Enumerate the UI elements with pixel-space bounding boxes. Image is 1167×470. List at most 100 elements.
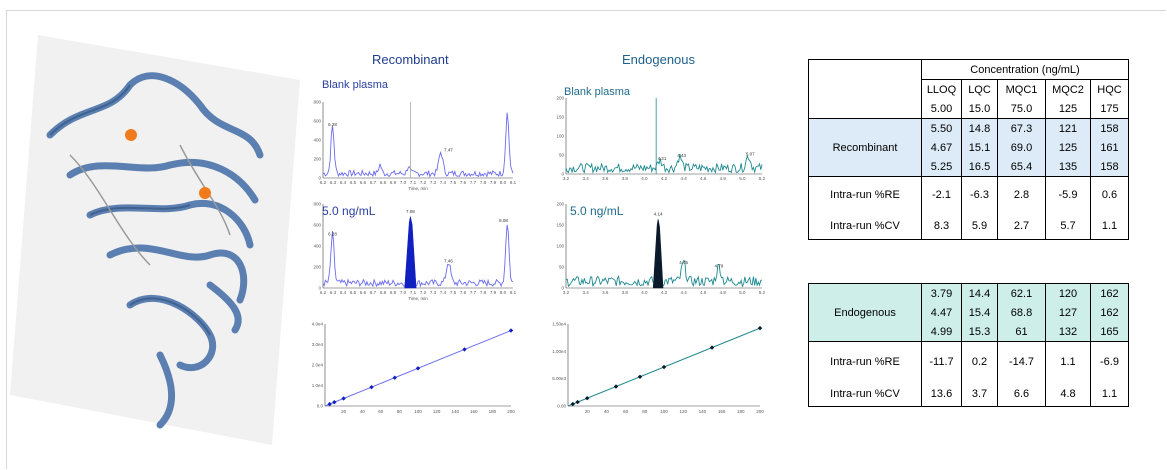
x-tick-label: 7.8 (480, 180, 487, 185)
x-tick-label: 7.3 (430, 290, 437, 295)
rec-blank-chromatogram: 800 600 400 200 06.2 6.3 6.4 6.5 6.6 6.7 6.8 6.9 7.0… (313, 100, 516, 192)
y-tick-label: 600 (313, 119, 321, 124)
x-tick-label: 6.6 (360, 180, 367, 185)
table-cell: 69.0 (997, 138, 1046, 157)
re-label: Intra-run %RE (808, 176, 922, 213)
re-label: Intra-run %RE (808, 341, 922, 382)
x-tick-label: 7.2 (420, 290, 427, 295)
x-tick-label: 20 (585, 409, 591, 414)
table-cell: 162 (1090, 303, 1129, 322)
x-tick-label: 160 (718, 409, 726, 414)
cv-cell: 1.1 (1090, 213, 1129, 240)
table-cell: 161 (1090, 138, 1129, 157)
rec-calibration-curve: 4.0e4 3.0e4 2.0e4 1.0e4 0.0 20 40 60 80 100 120 140… (312, 322, 516, 415)
x-tick-label: 7.1 (410, 290, 417, 295)
cv-label: Intra-run %CV (808, 382, 922, 407)
x-tick-label: 4.4 (680, 176, 687, 181)
y-tick-label: 0 (318, 286, 321, 291)
x-tick-label: 7.6 (460, 290, 467, 295)
calibration-point (369, 384, 374, 390)
x-tick-label: 8.0 (500, 180, 507, 185)
x-tick-label: 7.7 (470, 290, 477, 295)
y-tick-label: 50 (559, 265, 565, 270)
peak-label: 5.07 (746, 151, 755, 156)
table-cell: 5.50 (921, 118, 962, 138)
y-tick-label: 400 (313, 138, 321, 143)
x-tick-label: 6.9 (390, 180, 397, 185)
calibration-point (508, 328, 514, 333)
x-tick-label: 4.6 (700, 290, 707, 295)
y-tick-label: 2.0e4 (312, 363, 324, 368)
figure-frame (6, 10, 1166, 469)
x-axis-label: Time, min (408, 186, 428, 191)
calibration-point (613, 384, 619, 389)
x-tick-label: 6.2 (320, 180, 327, 185)
x-tick-label: 6.4 (340, 290, 347, 295)
peak-label: 4.21 (658, 156, 667, 161)
x-tick-label: 100 (660, 409, 668, 414)
y-tick-label: 400 (313, 244, 321, 249)
x-tick-label: 3.4 (582, 176, 589, 181)
calibration-point (575, 399, 580, 405)
recombinant-title: Recombinant (372, 52, 449, 67)
nominal-cell: 5.00 (921, 99, 962, 119)
cv-cell: 5.9 (961, 213, 998, 240)
y-tick-label: 800 (313, 100, 321, 105)
endo-spiked-chromatogram: 200 150 100 50 03.2 3.4 3.6 3.8 4.0 4.2 4.4 4.6 4.8 5… (556, 202, 765, 296)
table-cell: 4.47 (921, 303, 962, 322)
y-tick-label: 0.00 (557, 404, 566, 409)
x-tick-label: 7.9 (490, 180, 497, 185)
y-tick-label: 100 (556, 244, 564, 249)
table-cell: 127 (1045, 303, 1091, 322)
re-cell: -2.1 (921, 176, 962, 213)
table-cell: 121 (1045, 118, 1091, 138)
y-tick-label: 0.0 (317, 404, 324, 409)
x-tick-label: 3.2 (563, 290, 570, 295)
x-tick-label: 140 (451, 409, 459, 414)
x-tick-label: 6.8 (380, 180, 387, 185)
x-tick-label: 80 (642, 409, 648, 414)
cv-cell: 4.8 (1045, 382, 1091, 407)
endogenous-table: Endogenous 3.79 14.4 62.1 120 162 4.47 1… (808, 283, 1129, 407)
calibration-point (392, 375, 397, 380)
chromatogram-trace (565, 153, 763, 174)
x-tick-label: 7.9 (490, 290, 497, 295)
x-tick-label: 4.8 (720, 290, 727, 295)
peak-label: 4.14 (654, 211, 663, 216)
table-cell: 135 (1045, 157, 1091, 177)
x-tick-label: 120 (433, 409, 441, 414)
table-cell: 67.3 (997, 118, 1046, 138)
x-tick-label: 40 (360, 409, 366, 414)
conc-header: Concentration (ng/mL) (921, 59, 1129, 80)
y-tick-label: 600 (313, 223, 321, 228)
x-tick-label: 6.7 (370, 290, 377, 295)
table-cell: 15.3 (961, 322, 998, 342)
table-cell: 15.1 (961, 138, 998, 157)
level-header: MQC2 (1045, 79, 1091, 99)
x-tick-label: 140 (699, 409, 707, 414)
x-tick-label: 6.5 (350, 290, 357, 295)
nominal-cell: 75.0 (997, 99, 1046, 119)
x-tick-label: 180 (737, 409, 745, 414)
disulfide-marker-1 (125, 129, 137, 141)
level-header: HQC (1090, 79, 1129, 99)
y-tick-label: 1.00e4 (552, 349, 566, 354)
analyte-peak (652, 219, 664, 289)
table-cell: 14.8 (961, 118, 998, 138)
table-cell: 62.1 (997, 283, 1046, 303)
table-cell: 14.4 (961, 283, 998, 303)
re-cell: -11.7 (921, 341, 962, 382)
re-cell: 1.1 (1045, 341, 1091, 382)
nominal-cell: 125 (1045, 99, 1091, 119)
calibration-point (462, 347, 467, 352)
recombinant-group-label: Recombinant (808, 118, 922, 177)
peak-label: 8.08 (499, 218, 508, 223)
peak-label: 7.46 (444, 258, 453, 263)
table-cell: 158 (1090, 118, 1129, 138)
y-tick-label: 800 (313, 202, 321, 207)
rec-blank-label: Blank plasma (322, 79, 389, 91)
cv-label: Intra-run %CV (808, 213, 922, 240)
y-tick-label: 5.00e3 (552, 376, 566, 381)
nominal-cell: 175 (1090, 99, 1129, 119)
x-tick-label: 7.4 (440, 180, 447, 185)
